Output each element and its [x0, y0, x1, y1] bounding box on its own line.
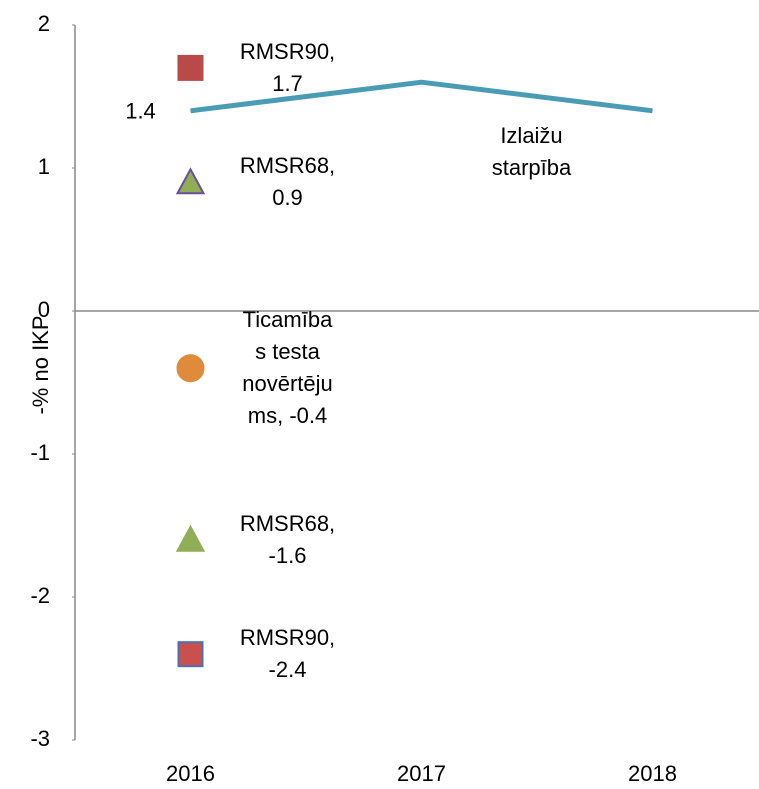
- x-tick-label: 2016: [166, 761, 215, 786]
- data-label: RMSR68, 0.9: [239, 153, 336, 211]
- x-tick-label: 2017: [397, 761, 446, 786]
- y-axis-label: -% no IKP: [28, 315, 53, 414]
- data-label: RMSR90, -2.4: [239, 625, 336, 683]
- y-tick-label: 1: [38, 154, 50, 179]
- marker: [175, 524, 206, 552]
- y-tick-label: -3: [30, 726, 50, 751]
- x-tick-label: 2018: [628, 761, 677, 786]
- marker: [177, 54, 204, 81]
- marker: [176, 354, 205, 383]
- y-tick-label: -2: [30, 583, 50, 608]
- data-label: Ticamības testa novērtējums, -0.4: [242, 307, 333, 429]
- marker: [175, 167, 206, 195]
- data-label: RMSR68, -1.6: [239, 510, 336, 568]
- data-label: 1.4: [125, 99, 156, 124]
- y-tick-label: 2: [38, 11, 50, 36]
- line: [190, 79, 653, 114]
- y-tick-label: 0: [38, 297, 50, 322]
- y-tick-label: -1: [30, 440, 50, 465]
- marker: [177, 641, 204, 668]
- series-label: Izlaižu starpība: [491, 123, 572, 181]
- data-label: RMSR90, 1.7: [239, 38, 336, 96]
